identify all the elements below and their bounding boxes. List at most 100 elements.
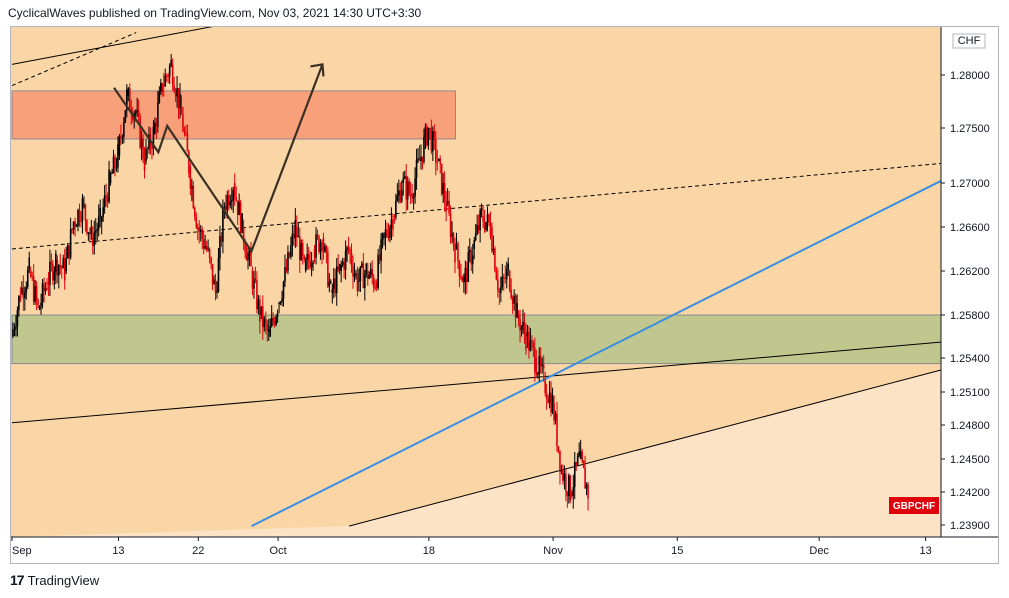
candle-body	[35, 286, 38, 301]
candle-body	[542, 364, 545, 369]
candle-body	[250, 251, 252, 267]
candle-body	[18, 296, 20, 311]
price-chart[interactable]: CHF 1.28000 1.27500 1.27000 1.26600 1.26200 1.…	[11, 0, 998, 563]
candle-body	[516, 303, 518, 318]
candle-body	[177, 88, 180, 109]
candle-body	[365, 263, 368, 274]
candle-body	[294, 220, 297, 239]
candle-body	[251, 271, 254, 289]
candle-body	[270, 318, 273, 327]
candle-body	[66, 245, 69, 259]
publisher-caption: CyclicalWaves published on TradingView.c…	[8, 6, 422, 20]
candle-body	[26, 269, 29, 287]
candle-body	[127, 88, 130, 97]
candle-body	[411, 194, 413, 199]
candle-body	[390, 219, 393, 228]
candle-body	[553, 403, 555, 421]
candle-body	[436, 162, 439, 164]
price-tick-label: 1.25800	[950, 310, 990, 322]
candle-body	[454, 245, 456, 263]
price-tick-label: 1.25400	[950, 353, 990, 365]
candle-body	[103, 195, 106, 208]
candle-body	[448, 200, 450, 213]
candle-body	[262, 306, 264, 328]
time-tick-label: Sep	[12, 545, 32, 557]
candle-body	[266, 323, 269, 332]
candle-body	[321, 242, 323, 252]
projection-arrowhead	[310, 63, 325, 77]
candle-body	[106, 197, 109, 202]
candle-body	[446, 200, 449, 205]
candle-body	[276, 313, 279, 317]
candle-body	[201, 229, 204, 239]
candle-body	[313, 249, 316, 258]
price-tick-label: 1.27500	[950, 123, 990, 135]
candle-body	[111, 173, 113, 175]
candle-body	[173, 84, 175, 92]
candle-body	[384, 229, 387, 238]
candle-body	[211, 263, 214, 285]
candle-body	[398, 190, 400, 196]
candle-body	[72, 221, 75, 230]
candle-body	[473, 239, 476, 249]
candle-body	[318, 236, 320, 253]
tradingview-brand[interactable]: TradingView	[27, 572, 100, 588]
candle-body	[219, 236, 221, 259]
candle-body	[148, 134, 150, 150]
candle-body	[513, 295, 515, 304]
candle-body	[53, 271, 56, 281]
candle-body	[374, 287, 376, 289]
candle-body	[94, 230, 97, 233]
price-tick-label: 1.25100	[950, 387, 990, 399]
candle-body	[60, 266, 63, 269]
candle-body	[403, 176, 406, 179]
candle-body	[75, 225, 78, 227]
candle-body	[331, 289, 334, 293]
candle-body	[470, 250, 473, 265]
candle-body	[189, 166, 192, 189]
candle-body	[383, 233, 385, 235]
chart-frame[interactable]: CHF 1.28000 1.27500 1.27000 1.26600 1.26200 1.…	[10, 0, 999, 564]
candle-body	[479, 210, 481, 231]
candle-body	[538, 355, 541, 374]
candle-body	[228, 195, 230, 206]
candle-body	[100, 216, 103, 222]
candle-body	[50, 261, 53, 265]
candle-body	[154, 122, 156, 134]
candle-body	[332, 278, 335, 290]
candle-body	[152, 126, 155, 149]
candle-body	[202, 238, 205, 249]
candle-body	[352, 265, 354, 277]
candle-body	[343, 261, 345, 270]
candle-body	[176, 88, 178, 97]
candle-body	[349, 249, 351, 253]
candle-body	[364, 273, 366, 288]
candle-body	[324, 246, 326, 252]
candle-body	[13, 329, 16, 331]
middle-dashed-line	[11, 162, 944, 250]
candle-body	[366, 271, 369, 279]
candle-body	[402, 178, 405, 183]
candle-body	[467, 252, 470, 282]
currency-box	[952, 33, 986, 49]
candle-body	[241, 213, 243, 233]
candles-group	[12, 53, 589, 511]
candle-body	[217, 258, 220, 292]
candle-body	[408, 181, 410, 194]
candle-body	[229, 201, 232, 206]
resistance-zone	[11, 90, 456, 140]
candle-body	[267, 329, 270, 332]
candle-body	[236, 200, 239, 216]
candle-body	[396, 195, 399, 201]
candle-body	[46, 287, 48, 290]
candle-body	[545, 393, 548, 400]
candle-body	[74, 221, 76, 227]
candle-body	[120, 136, 122, 138]
candle-body	[285, 267, 288, 271]
candle-body	[223, 207, 226, 209]
candle-body	[216, 291, 218, 293]
candle-body	[245, 252, 248, 261]
symbol-badge	[889, 497, 939, 514]
candle-body	[205, 246, 208, 250]
candle-body	[358, 280, 360, 282]
